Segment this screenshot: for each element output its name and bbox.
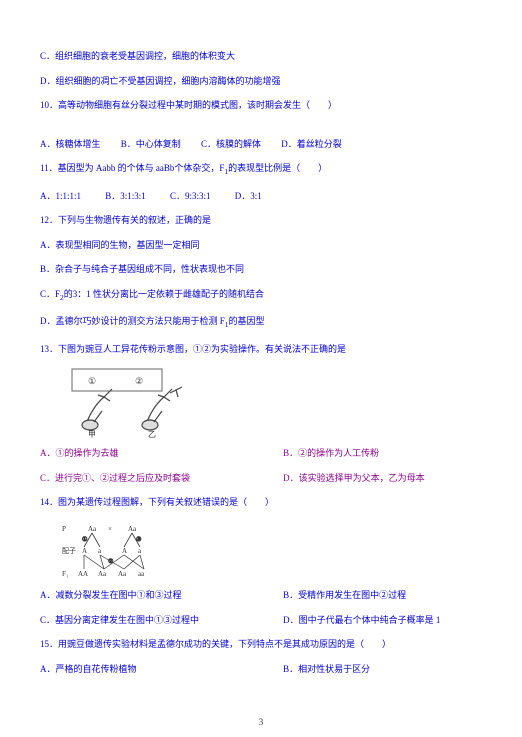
q11-stem-part1: 11．基因型为 Aabb 的个体与 aaBb个体杂交，F [40,163,224,173]
q13-opt-d: D．该实验选择甲为父本，乙为母本 [283,472,482,485]
q14-opt-b: B．受精作用发生在图中②过程 [283,589,482,602]
q13-row-cd: C．进行完①、②过程之后应及时套袋 D．该实验选择甲为父本，乙为母本 [40,472,482,485]
svg-text:①: ① [88,376,96,386]
svg-text:×: × [108,525,112,533]
q12-stem: 12．下列与生物遗传有关的叙述，正确的是 [40,214,482,227]
q12-opt-c: C．F2的3：1 性状分离比一定依赖于雌雄配子的随机结合 [40,288,482,303]
q9-option-d: D．组织细胞的凋亡不受基因调控，细胞内溶酶体的功能增强 [40,75,482,88]
q13-opt-c: C．进行完①、②过程之后应及时套袋 [40,472,283,485]
q11-opt-d: D．3:1 [235,190,262,203]
q12-opt-d: D．孟德尔巧妙设计的测交方法只能用于检测 F1的基因型 [40,315,482,330]
q14-opt-a: A．减数分裂发生在图中①和③过程 [40,589,283,602]
q14-row-ab: A．减数分裂发生在图中①和③过程 B．受精作用发生在图中②过程 [40,589,482,602]
q10-options: A．核糖体增生 B．中心体复制 C．核膜的解体 D．着丝粒分裂 [40,138,482,151]
q12-opt-b: B．杂合子与纯合子基因组成不同，性状表现也不同 [40,263,482,276]
q10-opt-c: C．核膜的解体 [201,138,261,151]
q14-row-cd: C．基因分离定律发生在图中①③过程中 D．图中子代最右个体中纯合子概率是 1 [40,614,482,627]
q13-label-left: 甲 [88,430,96,439]
q12-opt-a: A．表现型相同的生物，基因型一定相同 [40,239,482,252]
q15-stem: 15．用豌豆做遗传实验材料是孟德尔成功的关键，下列特点不是其成功原因的是（ ） [40,638,482,651]
svg-text:配子: 配子 [62,547,76,555]
q14-opt-c: C．基因分离定律发生在图中①③过程中 [40,614,283,627]
q12d-2: 的基因型 [229,316,265,326]
svg-text:Aa: Aa [98,570,107,578]
svg-text:a: a [98,547,102,555]
svg-text:A: A [122,547,127,555]
svg-text:AA: AA [78,570,88,578]
q11-opt-b: B．3:1:3:1 [105,190,146,203]
q13-stem: 13．下图为豌豆人工异花传粉示意图，①②为实验操作。有关说法不正确的是 [40,343,482,356]
q9-option-c: C．组织细胞的衰老受基因调控，细胞的体积变大 [40,50,482,63]
page-number: 3 [259,717,264,727]
q11-stem: 11．基因型为 Aabb 的个体与 aaBb个体杂交，F1的表现型比例是（ ） [40,162,482,177]
q10-stem: 10．高等动物细胞有丝分裂过程中某时期的模式图，该时期会发生（ ） [40,99,482,112]
q15-opt-b: B．相对性状易于区分 [283,663,482,676]
svg-text:Aa: Aa [88,525,97,533]
q15-row-ab: A．严格的自花传粉植物 B．相对性状易于区分 [40,663,482,676]
svg-text:③: ③ [136,536,141,543]
q12d-1: D．孟德尔巧妙设计的测交方法只能用于检测 F [40,316,225,326]
q11-opt-c: C．9:3:3:1 [170,190,211,203]
svg-text:Aa: Aa [128,525,137,533]
q12c-2: 的3：1 性状分离比一定依赖于雌雄配子的随机结合 [64,289,264,299]
svg-text:②: ② [135,376,143,386]
svg-text:F₁: F₁ [62,570,68,578]
q13-opt-b: B．②的操作为人工传粉 [283,447,482,460]
q14-opt-d: D．图中子代最右个体中纯合子概率是 1 [283,614,482,627]
q15-opt-a: A．严格的自花传粉植物 [40,663,283,676]
svg-text:a: a [138,547,142,555]
svg-text:P: P [62,525,66,533]
q10-opt-b: B．中心体复制 [121,138,181,151]
q13-label-right: 乙 [148,430,156,439]
q14-stem: 14．图为某遗传过程图解，下列有关叙述错误的是（ ） [40,496,482,509]
q13-opt-a: A．①的操作为去雄 [40,447,283,460]
q10-opt-d: D．着丝粒分裂 [281,138,342,151]
q14-diagram: P Aa × Aa 配子 A a A a ① ③ ② F₁ AA A [60,521,482,581]
q10-opt-a: A．核糖体增生 [40,138,101,151]
svg-text:②: ② [108,558,113,565]
q13-row-ab: A．①的操作为去雄 B．②的操作为人工传粉 [40,447,482,460]
svg-text:①: ① [82,536,87,543]
q12c-1: C．F [40,289,60,299]
q13-diagram: ① ② 甲 乙 [70,367,482,439]
q11-stem-part2: 的表现型比例是（ ） [228,163,327,173]
svg-text:A: A [82,547,87,555]
svg-text:Aa: Aa [118,570,127,578]
q11-opt-a: A．1:1:1:1 [40,190,81,203]
q11-options: A．1:1:1:1 B．3:1:3:1 C．9:3:3:1 D．3:1 [40,190,482,203]
svg-text:aa: aa [138,570,145,578]
